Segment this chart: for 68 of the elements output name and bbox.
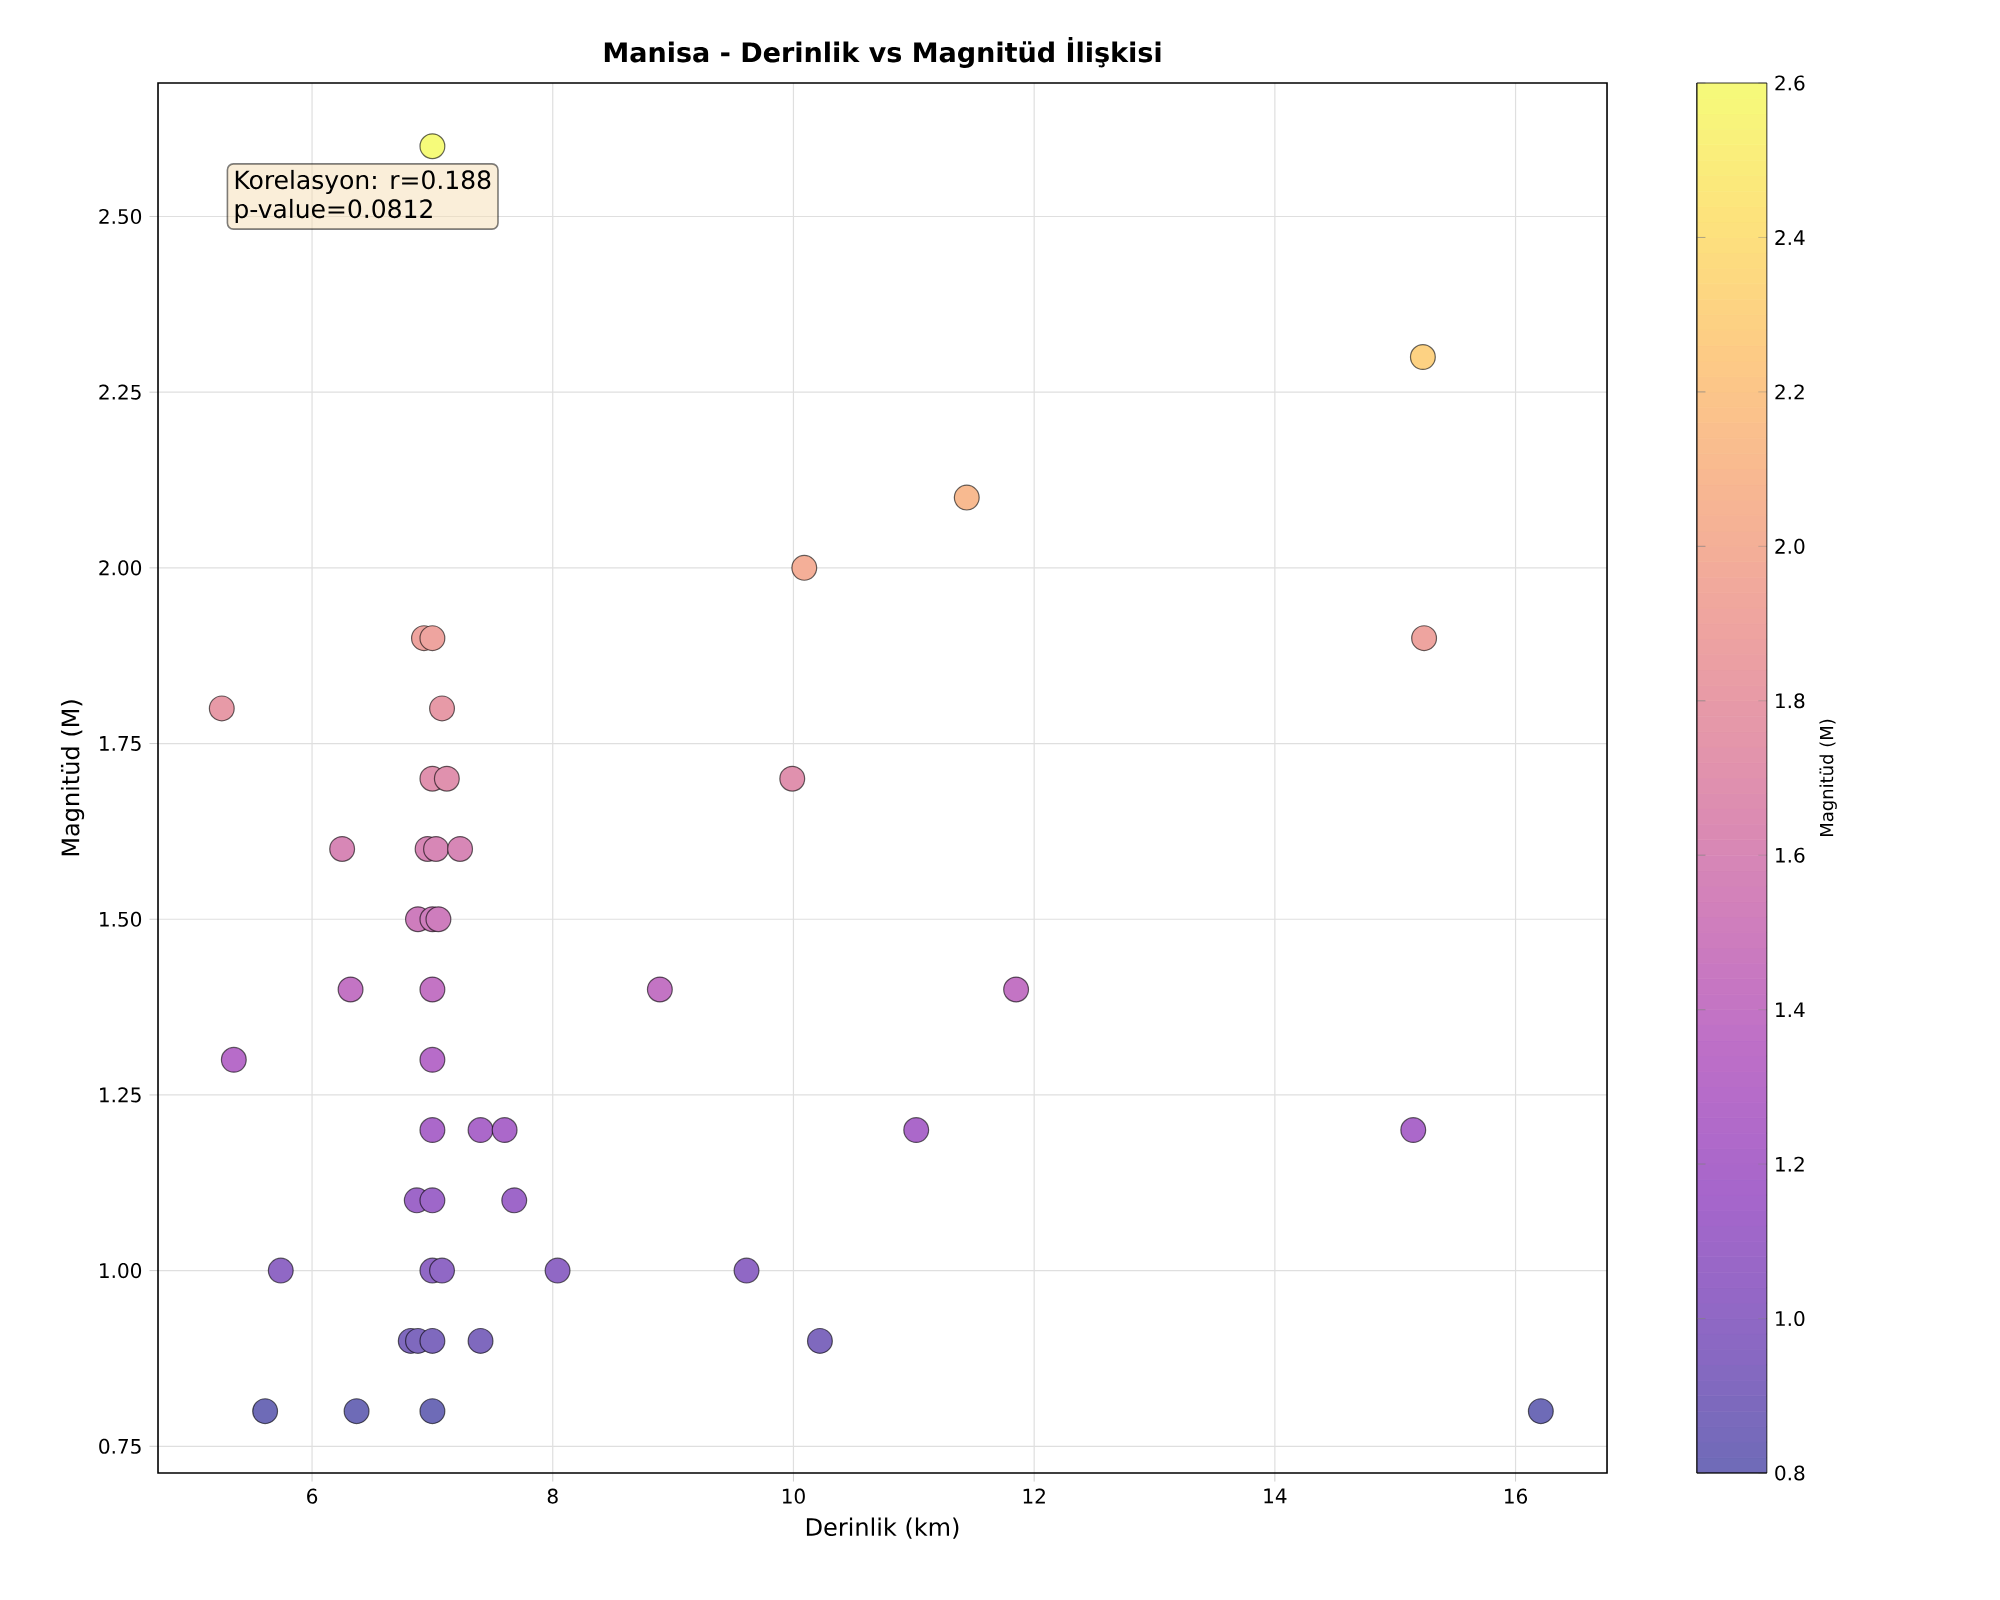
y-tick-label: 2.25 (99, 384, 141, 400)
point (429, 1257, 456, 1284)
point (252, 1398, 279, 1425)
color-bar-label: 2.0 (1775, 538, 1805, 554)
point (419, 1187, 446, 1214)
y-tick-label: 1.75 (100, 736, 141, 751)
y-tick-label: 2.50 (99, 208, 142, 225)
x-tick-label: 10 (782, 1488, 805, 1504)
y-tick-label: 1.25 (100, 1087, 141, 1103)
point (733, 1257, 760, 1284)
y-tick-label: 1.50 (100, 911, 142, 927)
color-bar-label: 1.2 (1776, 1156, 1804, 1172)
x-tick-label: 14 (1264, 1488, 1287, 1504)
point (1411, 625, 1438, 652)
color-bar-label: 1.8 (1776, 693, 1805, 709)
x-tick-label: 16 (1505, 1488, 1528, 1504)
color-bar-label: 2.2 (1775, 384, 1804, 400)
color-bar-label: 0.8 (1775, 1465, 1805, 1481)
point (429, 695, 456, 722)
point (208, 695, 235, 722)
y-tick-label: 1.00 (100, 1263, 142, 1279)
point (779, 765, 806, 792)
point (1409, 344, 1436, 371)
y-tick-label: 0.75 (99, 1438, 141, 1454)
annotation: Korelasyon: r=0.188 (235, 169, 491, 195)
color-bar-label: 1.4 (1776, 1002, 1805, 1017)
annotation: p-value=0.0812 (235, 198, 432, 224)
point (806, 1327, 833, 1354)
chart-title: Manisa - Derinlik vs Magnitüd İlişkisi (604, 37, 1161, 68)
point (419, 1117, 446, 1144)
point (501, 1187, 528, 1214)
point (419, 1398, 446, 1425)
point (903, 1117, 930, 1144)
point (419, 1046, 446, 1073)
point (343, 1398, 370, 1425)
point (419, 133, 446, 160)
point (419, 625, 446, 652)
x-tick-label: 8 (547, 1488, 558, 1504)
color-bar-label: 2.4 (1775, 230, 1805, 245)
point (425, 906, 452, 933)
x-axis-title: Derinlik (km) (806, 1517, 959, 1539)
point (467, 1117, 494, 1144)
point (267, 1257, 294, 1284)
point (467, 1327, 494, 1354)
point (1400, 1117, 1427, 1144)
point (423, 835, 450, 862)
point (544, 1257, 571, 1284)
point (491, 1117, 518, 1144)
point (953, 484, 980, 511)
point (433, 765, 460, 792)
x-tick-label: 6 (307, 1488, 318, 1504)
x-tick-label: 12 (1023, 1488, 1045, 1504)
point (220, 1046, 247, 1073)
color-bar-title: Magnitüd (M) (1819, 719, 1837, 837)
point (419, 1327, 446, 1354)
color-bar-label: 2.6 (1775, 75, 1805, 91)
point (646, 976, 673, 1003)
y-axis-title: Magnitüd (M) (60, 700, 85, 856)
point (419, 976, 446, 1003)
color-bar-label: 1.6 (1776, 847, 1805, 863)
color-bar-label: 1.0 (1776, 1310, 1805, 1327)
point (1003, 976, 1030, 1003)
point (791, 554, 818, 581)
point (337, 976, 364, 1003)
y-tick-label: 2.00 (99, 560, 142, 576)
point (1527, 1398, 1554, 1425)
point (447, 835, 474, 862)
point (329, 835, 356, 862)
